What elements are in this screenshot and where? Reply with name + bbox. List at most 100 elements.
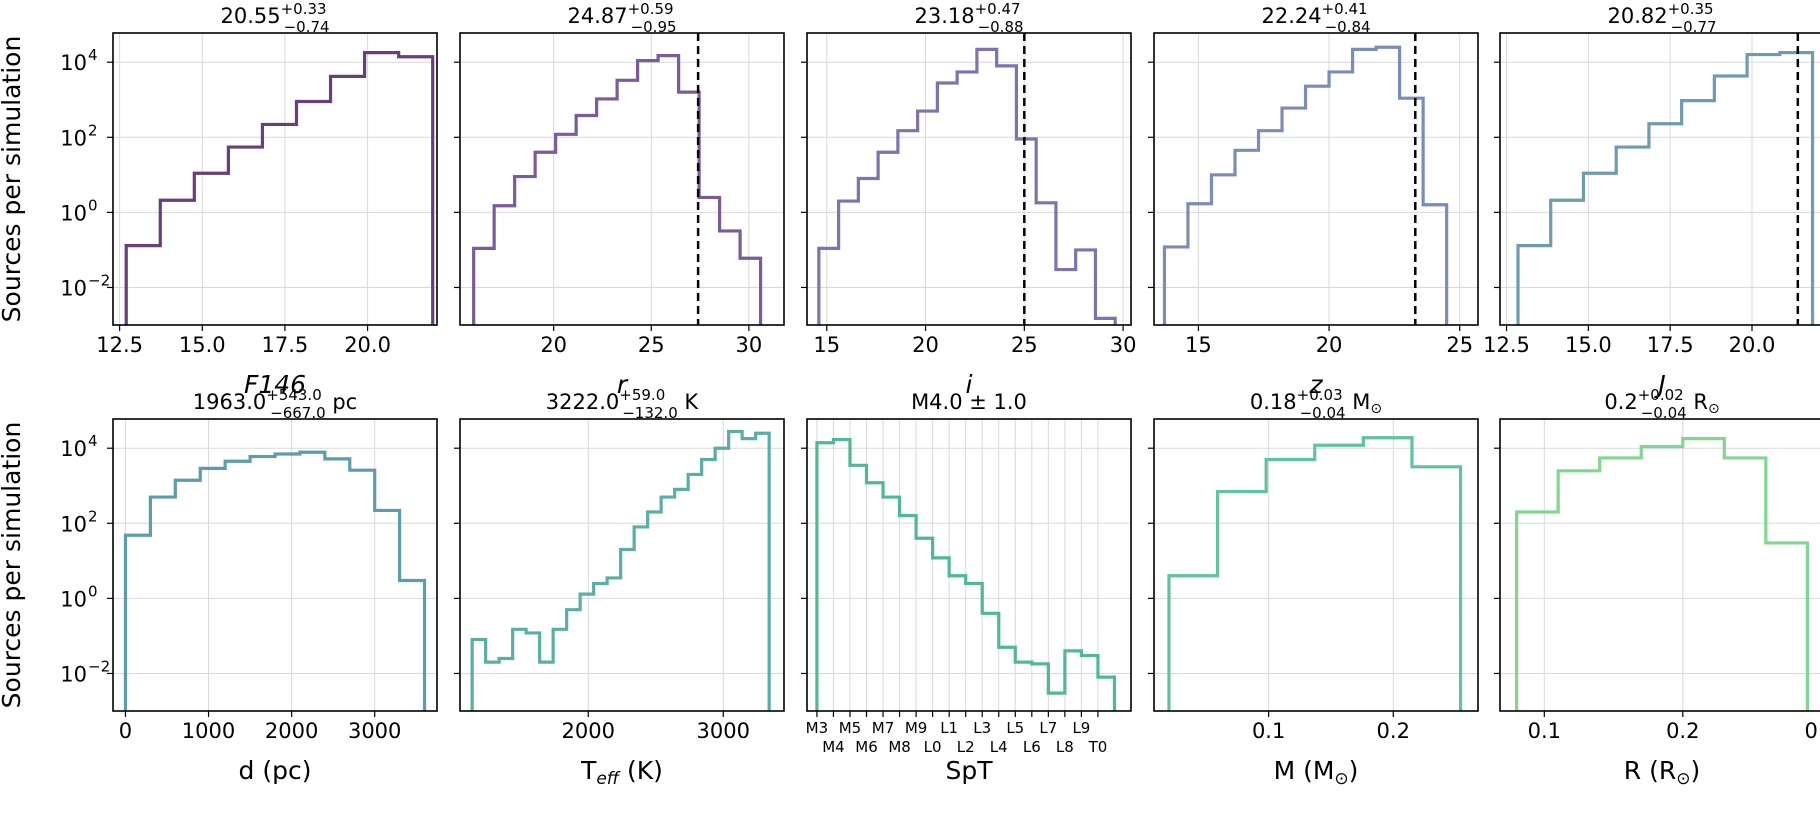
x-tick-label: L3 <box>973 719 991 737</box>
x-tick-label: M7 <box>872 719 895 737</box>
x-tick-label: M4 <box>822 738 845 756</box>
panel-title: 20.55+0.33 −0.74 <box>220 0 329 36</box>
x-tick-label: 25 <box>1011 333 1038 357</box>
x-tick-label: 12.5 <box>96 333 143 357</box>
axes-frame <box>806 418 1132 712</box>
y-axis-label: Sources per simulation <box>0 36 26 323</box>
y-tick-exponent: 2 <box>88 507 98 525</box>
x-tick-label: L4 <box>990 738 1008 756</box>
y-tick-label: 10 <box>60 126 87 150</box>
x-tick-label: 1000 <box>182 719 235 743</box>
x-tick-label: 17.5 <box>262 333 309 357</box>
histogram-panel: 0.1 0.2 M (M⊙) 0.18+0.03 −0.04 M⊙ <box>1148 386 1479 789</box>
x-tick-label: 15 <box>1185 333 1212 357</box>
histogram-series <box>817 47 1117 325</box>
x-tick-label: 20.0 <box>344 333 391 357</box>
x-axis-label: Teff (K) <box>580 756 663 789</box>
y-tick-label: 10 <box>60 201 87 225</box>
x-tick-label: 12.5 <box>1483 333 1530 357</box>
x-tick-label: 20 <box>540 333 567 357</box>
y-tick-exponent: 4 <box>88 46 98 64</box>
panel-title: 0.18+0.03 −0.04 M⊙ <box>1250 386 1382 422</box>
x-tick-label: L6 <box>1023 738 1041 756</box>
x-axis-label: R (R⊙) <box>1624 756 1700 789</box>
y-axis-label: Sources per simulation <box>0 422 26 709</box>
x-tick-label: 30 <box>1110 333 1137 357</box>
axes-frame <box>112 32 438 326</box>
x-axis-label: d (pc) <box>239 756 312 785</box>
x-tick-label: 20 <box>912 333 939 357</box>
x-tick-label: L7 <box>1039 719 1057 737</box>
histogram-panel: 15 20 25 30 i 23.18+0.47 −0.88 <box>801 0 1136 399</box>
x-tick-label: 15 <box>813 333 840 357</box>
x-tick-label: 2000 <box>265 719 318 743</box>
panel-title: 20.82+0.35 −0.77 <box>1607 0 1716 36</box>
x-tick-label: 2000 <box>562 719 615 743</box>
y-tick-label: 10 <box>60 587 87 611</box>
x-tick-label: 15.0 <box>179 333 226 357</box>
y-tick-label: 10 <box>60 51 87 75</box>
x-tick-label: 25 <box>1446 333 1473 357</box>
x-tick-label: 0.2 <box>1377 719 1410 743</box>
x-tick-label: L9 <box>1072 719 1090 737</box>
x-tick-label: 0.2 <box>1666 719 1699 743</box>
axes-frame <box>459 32 785 326</box>
x-tick-label: M6 <box>855 738 878 756</box>
y-tick-exponent: 2 <box>88 121 98 139</box>
x-tick-label: 17.5 <box>1647 333 1694 357</box>
axes-frame <box>1153 32 1479 326</box>
x-tick-label: L5 <box>1006 719 1024 737</box>
y-axis-label-top: Sources per simulation <box>0 36 26 323</box>
x-tick-label: 0.1 <box>1252 719 1285 743</box>
x-tick-label: M8 <box>888 738 911 756</box>
x-axis-label: M (M⊙) <box>1274 756 1359 789</box>
histogram-series <box>1162 45 1449 325</box>
y-tick-exponent: 0 <box>88 196 98 214</box>
panel-title: 22.24+0.41 −0.84 <box>1261 0 1370 36</box>
axes-frame <box>806 32 1132 326</box>
x-tick-label: 20 <box>1316 333 1343 357</box>
x-tick-label: 30 <box>736 333 763 357</box>
histogram-panel: 0.1 0.2 0.3 R (R⊙) 0.2+0.02−0.04 R⊙ <box>1494 386 1820 789</box>
x-axis-label: z <box>1308 370 1323 399</box>
x-tick-label: 3000 <box>348 719 401 743</box>
histogram-panel: 2000 3000 Teff (K) 3222.0+59.0 −132.0 K <box>454 386 785 789</box>
axes-frame <box>1153 418 1479 712</box>
x-tick-label: M5 <box>839 719 862 737</box>
x-tick-label: L8 <box>1056 738 1074 756</box>
histogram-series <box>815 437 1117 711</box>
x-axis-label: r <box>617 370 629 399</box>
histogram-panel: 20 25 30 r 24.87+0.59 −0.95 <box>454 0 785 399</box>
y-tick-exponent: 4 <box>88 432 98 450</box>
x-tick-label: M9 <box>905 719 928 737</box>
axes-frame <box>1499 418 1820 712</box>
x-tick-label: L2 <box>957 738 975 756</box>
x-tick-label: L1 <box>940 719 958 737</box>
x-tick-label: 3000 <box>697 719 750 743</box>
x-tick-label: M3 <box>806 719 829 737</box>
histogram-series <box>470 429 771 711</box>
y-axis-label-bottom: Sources per simulation <box>0 422 26 709</box>
x-tick-label: 15.0 <box>1565 333 1612 357</box>
x-tick-label: 25 <box>638 333 665 357</box>
histogram-series <box>123 450 427 711</box>
x-axis-label: SpT <box>945 756 993 785</box>
panel-title: 1963.0+543.0 −667.0 pc <box>193 386 357 422</box>
x-tick-label: 0 <box>119 719 132 743</box>
histogram-series <box>1516 51 1815 325</box>
axes-frame <box>1499 32 1820 326</box>
panel-title: 24.87+0.59 −0.95 <box>567 0 676 36</box>
x-axis-label: F146 <box>244 370 306 399</box>
axes-frame <box>459 418 785 712</box>
axes-frame <box>112 418 438 712</box>
panel-title: M4.0 ± 1.0 <box>911 390 1027 414</box>
histogram-panel: 15 20 25 z 22.24+0.41 −0.84 <box>1148 0 1479 399</box>
y-tick-label: 10 <box>60 512 87 536</box>
x-tick-label: L0 <box>924 738 942 756</box>
x-tick-label: T0 <box>1088 738 1108 756</box>
histogram-series <box>472 54 763 325</box>
panel-title: 23.18+0.47 −0.88 <box>914 0 1023 36</box>
